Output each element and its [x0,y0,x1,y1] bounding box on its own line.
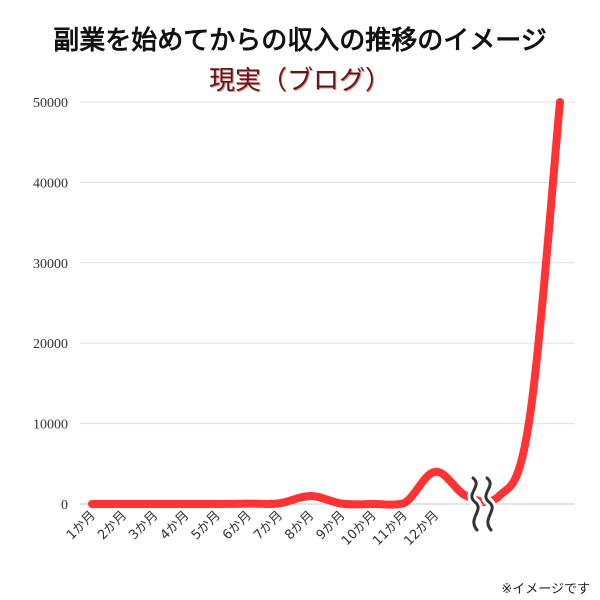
break-wave [484,476,494,532]
y-tick-label: 30000 [33,257,68,272]
break-wave [470,476,480,532]
y-tick-label: 40000 [33,176,68,191]
y-tick-label: 20000 [33,337,68,352]
chart-title: 副業を始めてからの収入の推移のイメージ [53,26,547,56]
x-tick-label: 5か月 [189,508,224,543]
x-tick-label: 6か月 [220,508,255,543]
y-tick-label: 10000 [33,418,68,433]
image-note: ※イメージです [501,582,590,597]
x-tick-label: 1か月 [64,508,99,543]
y-tick-label: 50000 [33,96,68,111]
x-tick-label: 7か月 [251,508,286,543]
x-tick-label: 4か月 [158,508,193,543]
series-line-path [88,98,564,509]
x-tick-label: 12か月 [401,508,442,549]
series-line [88,98,564,509]
y-tick-label: 0 [61,498,68,513]
axis-break-marker [467,474,497,533]
chart-subtitle: 現実（ブログ） [208,66,391,96]
y-tick-labels: 0 10000 20000 30000 40000 50000 [33,96,68,513]
grid-lines [80,101,575,505]
x-tick-label: 3か月 [126,508,161,543]
x-tick-label: 2か月 [95,508,130,543]
x-tick-label: 8か月 [282,508,317,543]
